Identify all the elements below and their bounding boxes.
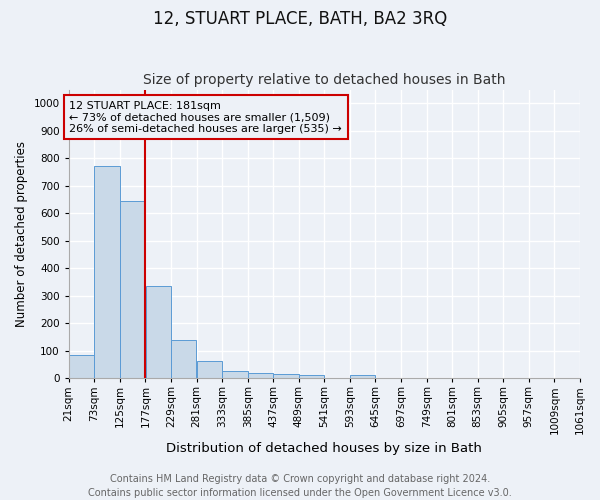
Bar (94, 166, 120, 378)
Title: Size of property relative to detached houses in Bath: Size of property relative to detached ho… (143, 73, 506, 87)
Bar (248, 372, 273, 378)
Text: Contains HM Land Registry data © Crown copyright and database right 2024.
Contai: Contains HM Land Registry data © Crown c… (88, 474, 512, 498)
Text: 12, STUART PLACE, BATH, BA2 3RQ: 12, STUART PLACE, BATH, BA2 3RQ (153, 10, 447, 28)
X-axis label: Distribution of detached houses by size in Bath: Distribution of detached houses by size … (166, 442, 482, 455)
Bar (274, 374, 299, 378)
Bar (120, 201, 145, 378)
Bar (171, 340, 196, 378)
Bar (69, 354, 94, 378)
Y-axis label: Number of detached properties: Number of detached properties (15, 141, 28, 327)
Bar (222, 371, 248, 378)
Bar (146, 286, 171, 378)
Text: 12 STUART PLACE: 181sqm
← 73% of detached houses are smaller (1,509)
26% of semi: 12 STUART PLACE: 181sqm ← 73% of detache… (69, 100, 342, 134)
Bar (197, 361, 222, 378)
Bar (350, 375, 376, 378)
Bar (299, 376, 324, 378)
